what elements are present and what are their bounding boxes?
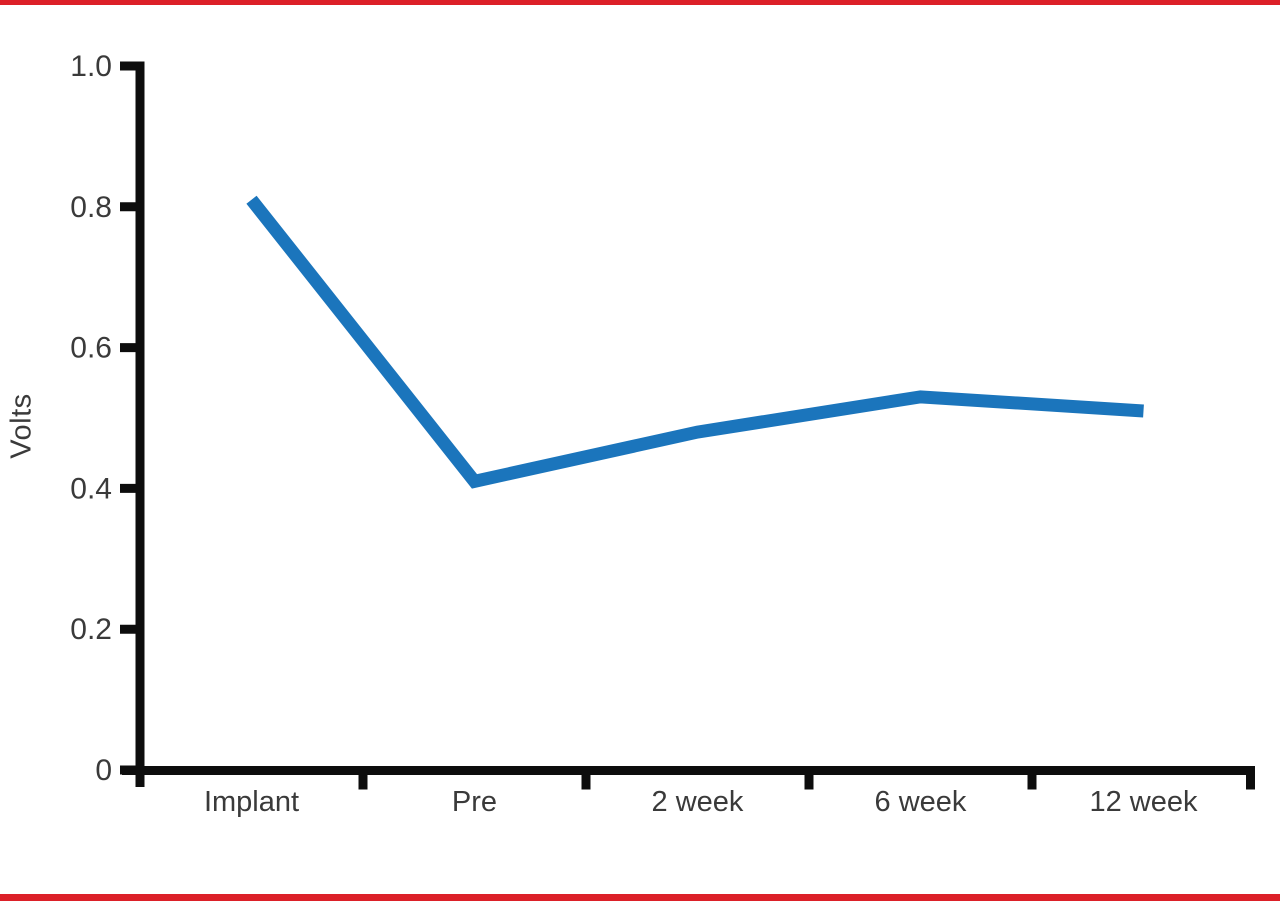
y-tick-label: 0: [95, 754, 112, 787]
bottom-red-rule: [0, 894, 1280, 901]
x-axis-label: Pre: [452, 786, 497, 818]
y-tick-label: 0.8: [70, 191, 112, 224]
x-axis-label: 2 week: [652, 786, 744, 818]
y-tick-label: 1.0: [70, 50, 112, 83]
top-red-rule: [0, 0, 1280, 5]
data-line: [246, 195, 1144, 489]
y-axis-title: Volts: [5, 393, 38, 459]
x-axis-label: 6 week: [875, 786, 967, 818]
x-axis-label: 12 week: [1089, 786, 1198, 818]
x-axis-label: Implant: [204, 786, 299, 818]
y-tick-label: 0.6: [70, 332, 112, 365]
y-tick-label: 0.2: [70, 613, 112, 646]
y-tick-label: 0.4: [70, 472, 112, 505]
